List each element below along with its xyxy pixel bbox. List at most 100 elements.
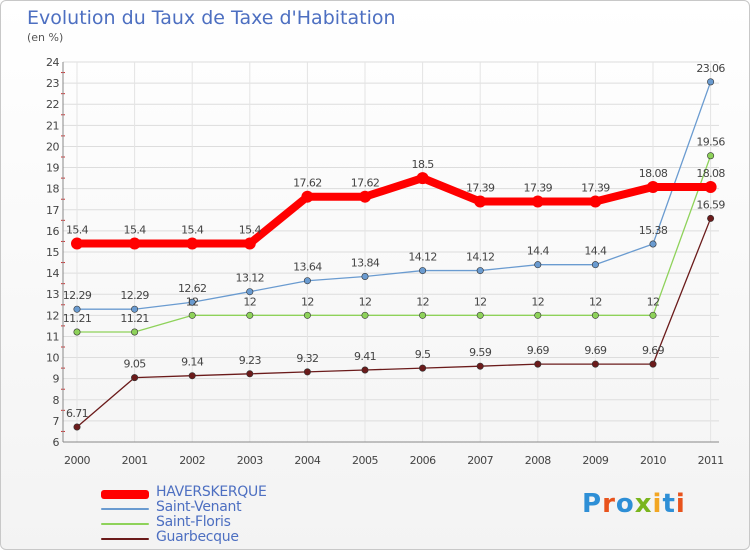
data-label-guarbecque: 16.59 xyxy=(696,198,725,211)
data-label-saint-floris: 12 xyxy=(301,295,314,308)
y-tick-label: 10 xyxy=(46,352,59,365)
data-point-haverskerque xyxy=(186,237,199,250)
y-tick-label: 24 xyxy=(46,56,59,69)
y-tick-label: 13 xyxy=(46,288,59,301)
data-point-saint-venant xyxy=(131,305,139,313)
legend-label-guarbecque: Guarbecque xyxy=(156,529,239,545)
data-point-saint-venant xyxy=(591,261,599,269)
data-point-saint-floris xyxy=(419,311,427,319)
data-point-guarbecque xyxy=(649,360,657,368)
data-point-saint-floris xyxy=(591,311,599,319)
data-point-saint-floris xyxy=(361,311,369,319)
data-label-saint-floris: 12 xyxy=(359,295,372,308)
data-point-saint-venant xyxy=(303,277,311,285)
x-tick-label: 2007 xyxy=(467,454,493,467)
x-tick-label: 2002 xyxy=(179,454,205,467)
data-label-saint-venant: 12.29 xyxy=(63,289,92,302)
data-label-saint-floris: 11.21 xyxy=(120,312,149,325)
data-point-haverskerque xyxy=(589,195,602,208)
data-label-saint-venant: 14.12 xyxy=(466,251,495,264)
data-label-haverskerque: 17.39 xyxy=(581,182,610,195)
data-label-saint-venant: 12.62 xyxy=(178,282,207,295)
y-tick-label: 8 xyxy=(53,394,60,407)
x-tick-label: 2005 xyxy=(352,454,378,467)
data-label-saint-floris: 12 xyxy=(416,295,429,308)
data-point-saint-floris xyxy=(303,311,311,319)
data-label-saint-floris: 19.56 xyxy=(696,136,725,149)
legend-label-haverskerque: HAVERSKERQUE xyxy=(156,484,267,500)
data-point-saint-floris xyxy=(476,311,484,319)
data-point-haverskerque xyxy=(647,180,659,193)
legend-swatch-saint-venant xyxy=(101,508,149,510)
data-label-saint-venant: 14.4 xyxy=(584,245,607,258)
data-point-saint-floris xyxy=(246,311,254,319)
data-label-saint-venant: 13.84 xyxy=(351,256,380,269)
data-label-saint-floris: 12 xyxy=(243,295,256,308)
data-point-guarbecque xyxy=(246,370,254,378)
data-label-guarbecque: 9.69 xyxy=(642,344,665,357)
data-point-guarbecque xyxy=(131,374,139,382)
data-label-haverskerque: 15.4 xyxy=(66,224,89,237)
data-label-saint-floris: 12 xyxy=(474,295,487,308)
data-point-haverskerque xyxy=(243,237,256,250)
data-point-guarbecque xyxy=(188,372,196,380)
series-line-saint-floris xyxy=(76,155,712,333)
data-label-saint-venant: 15.38 xyxy=(639,224,668,237)
y-tick-label: 14 xyxy=(46,267,59,280)
data-label-guarbecque: 9.5 xyxy=(415,348,431,361)
data-label-guarbecque: 9.41 xyxy=(354,350,376,363)
data-label-haverskerque: 15.4 xyxy=(124,224,147,237)
data-point-guarbecque xyxy=(361,366,369,374)
y-tick-label: 16 xyxy=(46,225,59,238)
y-tick-label: 6 xyxy=(53,436,60,449)
data-label-haverskerque: 17.62 xyxy=(351,177,380,190)
chart-subtitle: (en %) xyxy=(27,31,64,44)
data-point-saint-floris xyxy=(73,328,81,336)
data-label-haverskerque: 15.4 xyxy=(181,224,204,237)
data-point-saint-floris xyxy=(707,152,715,160)
data-point-saint-venant xyxy=(188,298,196,306)
data-point-haverskerque xyxy=(474,195,487,208)
data-point-guarbecque xyxy=(534,360,542,368)
data-label-saint-venant: 13.64 xyxy=(293,261,322,274)
data-point-saint-venant xyxy=(246,288,254,296)
legend-label-saint-floris: Saint-Floris xyxy=(156,514,231,530)
y-tick-label: 11 xyxy=(46,330,59,343)
data-point-guarbecque xyxy=(419,364,427,372)
data-label-guarbecque: 9.23 xyxy=(239,354,262,367)
legend-swatch-saint-floris xyxy=(101,523,149,525)
x-tick-label: 2004 xyxy=(294,454,320,467)
data-point-saint-venant xyxy=(361,272,369,280)
x-tick-label: 2001 xyxy=(122,454,148,467)
data-label-haverskerque: 15.4 xyxy=(239,224,262,237)
legend-swatch-guarbecque xyxy=(101,538,149,540)
data-label-saint-venant: 13.12 xyxy=(236,272,265,285)
data-point-haverskerque xyxy=(704,180,717,193)
data-point-guarbecque xyxy=(73,423,81,431)
x-tick-label: 2011 xyxy=(698,454,724,467)
data-label-haverskerque: 18.08 xyxy=(639,167,668,180)
data-point-guarbecque xyxy=(707,214,715,222)
data-point-haverskerque xyxy=(531,195,544,208)
proxiti-logo: Proxiti xyxy=(582,489,686,519)
x-tick-label: 2010 xyxy=(640,454,666,467)
series-line-saint-venant xyxy=(76,81,712,310)
y-tick-label: 22 xyxy=(46,98,59,111)
data-point-saint-venant xyxy=(707,78,715,86)
data-label-saint-floris: 11.21 xyxy=(63,312,92,325)
x-tick-label: 2003 xyxy=(237,454,263,467)
series-line-guarbecque xyxy=(76,217,712,428)
y-tick-label: 23 xyxy=(46,77,59,90)
data-label-saint-floris: 12 xyxy=(186,295,199,308)
x-tick-label: 2000 xyxy=(64,454,90,467)
data-label-guarbecque: 9.59 xyxy=(469,346,492,359)
data-point-saint-floris xyxy=(649,311,657,319)
data-point-saint-venant xyxy=(476,267,484,275)
data-label-saint-venant: 14.12 xyxy=(408,251,437,264)
data-point-saint-venant xyxy=(649,240,657,248)
data-point-haverskerque xyxy=(416,172,429,185)
y-tick-label: 21 xyxy=(46,119,59,132)
data-label-guarbecque: 9.69 xyxy=(584,344,607,357)
